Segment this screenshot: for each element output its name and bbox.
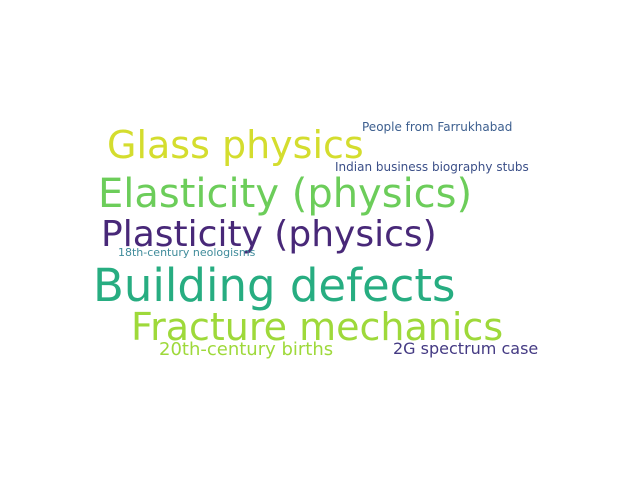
word-18th-century-neologisms: 18th-century neologisms xyxy=(118,246,256,259)
word-elasticity-physics: Elasticity (physics) xyxy=(98,171,473,217)
word-fracture-mechanics: Fracture mechanics xyxy=(131,305,504,349)
word-glass-physics: Glass physics xyxy=(107,123,364,167)
word-building-defects: Building defects xyxy=(93,259,456,312)
word-indian-business-biography-stubs: Indian business biography stubs xyxy=(335,160,529,174)
word-plasticity-physics: Plasticity (physics) xyxy=(101,214,437,255)
word-2g-spectrum-case: 2G spectrum case xyxy=(393,339,539,358)
word-20th-century-births: 20th-century births xyxy=(159,339,334,360)
word-people-from-farrukhabad: People from Farrukhabad xyxy=(362,120,513,134)
